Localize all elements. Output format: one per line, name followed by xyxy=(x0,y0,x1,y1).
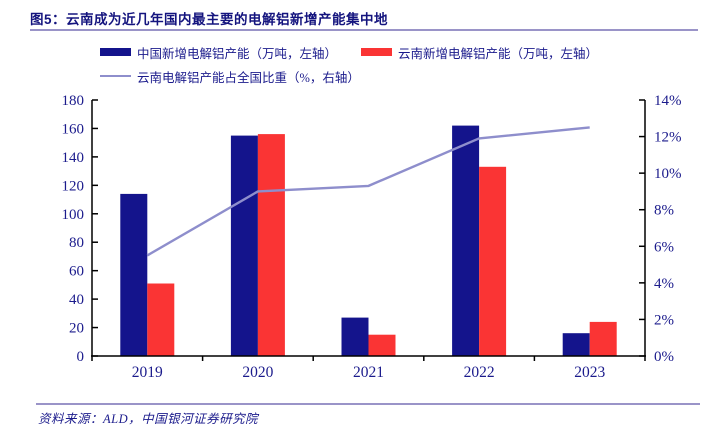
bar-yunnan_bar-2020 xyxy=(257,134,285,356)
bar-china_bar-2022 xyxy=(452,125,480,356)
right-axis-label: 12% xyxy=(654,130,682,146)
right-axis-label: 6% xyxy=(654,239,674,255)
right-axis-label: 0% xyxy=(654,349,674,365)
left-axis-label: 160 xyxy=(62,121,85,137)
right-axis-label: 4% xyxy=(654,276,674,292)
bar-yunnan_bar-2019 xyxy=(147,283,175,356)
left-axis-label: 20 xyxy=(69,321,84,337)
chart-legend: 中国新增电解铝产能（万吨，左轴） 云南新增电解铝产能（万吨，左轴） 云南电解铝产… xyxy=(100,44,622,92)
left-axis-label: 140 xyxy=(62,150,85,166)
legend-item-ratio: 云南电解铝产能占全国比重（%，右轴） xyxy=(100,67,360,86)
bar-yunnan_bar-2022 xyxy=(479,166,507,356)
legend-label-china: 中国新增电解铝产能（万吨，左轴） xyxy=(137,46,338,61)
right-axis-label: 10% xyxy=(654,166,682,182)
category-label-2021: 2021 xyxy=(353,364,384,381)
right-axis-label: 14% xyxy=(654,93,682,109)
china-bar-swatch xyxy=(100,48,131,56)
legend-label-ratio: 云南电解铝产能占全国比重（%，右轴） xyxy=(137,70,360,85)
category-label-2022: 2022 xyxy=(464,364,495,381)
left-axis-label: 180 xyxy=(62,93,85,109)
legend-item-china: 中国新增电解铝产能（万吨，左轴） xyxy=(100,43,337,62)
ratio-line-swatch xyxy=(100,74,131,78)
right-axis-label: 2% xyxy=(654,312,674,328)
left-axis-label: 100 xyxy=(62,207,85,223)
left-axis-label: 0 xyxy=(77,349,85,365)
right-axis-label: 8% xyxy=(654,203,674,219)
legend-item-yunnan: 云南新增电解铝产能（万吨，左轴） xyxy=(361,43,598,62)
bar-china_bar-2020 xyxy=(230,135,258,356)
left-axis-label: 80 xyxy=(69,235,84,251)
bar-yunnan_bar-2021 xyxy=(368,334,396,356)
legend-row-2: 云南电解铝产能占全国比重（%，右轴） xyxy=(100,67,622,86)
chart-title: 图5：云南成为近几年国内最主要的电解铝新增产能集中地 xyxy=(30,12,389,27)
source-note: 资料来源：ALD，中国银河证券研究院 xyxy=(38,412,259,426)
legend-label-yunnan: 云南新增电解铝产能（万吨，左轴） xyxy=(398,46,599,61)
title-underline xyxy=(30,29,698,31)
category-label-2019: 2019 xyxy=(132,364,163,381)
ratio-line xyxy=(146,126,590,257)
bar-china_bar-2023 xyxy=(562,333,590,356)
legend-row-1: 中国新增电解铝产能（万吨，左轴） 云南新增电解铝产能（万吨，左轴） xyxy=(100,43,622,62)
bar-china_bar-2021 xyxy=(341,317,369,356)
category-label-2023: 2023 xyxy=(574,364,605,381)
left-axis-label: 60 xyxy=(69,264,84,280)
source-divider xyxy=(36,403,700,405)
category-label-2020: 2020 xyxy=(242,364,273,381)
left-axis-label: 120 xyxy=(62,178,85,194)
bar-china_bar-2019 xyxy=(120,193,148,356)
yunnan-bar-swatch xyxy=(361,48,393,56)
left-axis-label: 40 xyxy=(69,292,84,308)
bar-yunnan_bar-2023 xyxy=(589,321,617,356)
